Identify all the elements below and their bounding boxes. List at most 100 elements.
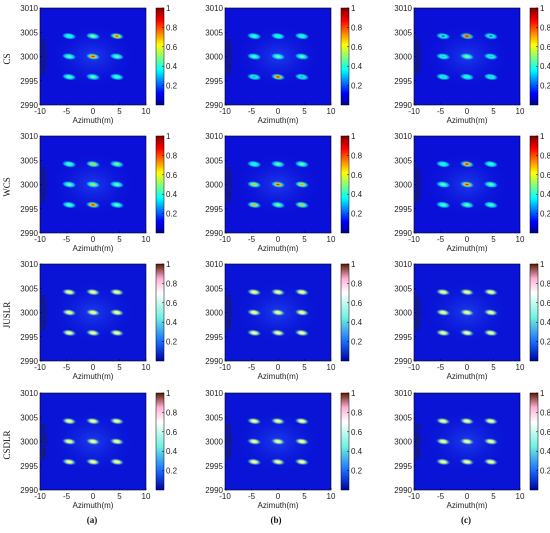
x-tick-label-5: 5	[302, 492, 307, 501]
x-axis-label: Azimuth(m)	[258, 244, 299, 253]
y-tick-label-3010: 3010	[20, 4, 38, 13]
y-tick-label-3000: 3000	[205, 53, 223, 62]
x-tick-label-m10: -10	[34, 492, 46, 501]
target-blob-4m5-2995m8	[109, 201, 125, 209]
y-tick-label-2995: 2995	[20, 77, 38, 86]
colorbar-tick-label-0m8: 0.8	[166, 408, 178, 417]
target-blob-0-2995m8	[270, 73, 286, 81]
y-tick-label-3000: 3000	[205, 309, 223, 318]
heatmap-panel-r3-c2: -10 -5 0 5 10 2990 2995 3000 3005 3010 Azimuth(m) R…	[394, 389, 550, 510]
column-label-c: (c)	[461, 515, 471, 525]
x-tick-label-0: 0	[465, 235, 470, 244]
heatmap-panel-r1-c2: -10 -5 0 5 10 2990 2995 3000 3005 3010 Azimuth(m) R…	[394, 132, 550, 253]
y-tick-label-2995: 2995	[394, 333, 412, 342]
colorbar-tick-label-0m4: 0.4	[540, 62, 550, 71]
target-blob-0-3004m2	[85, 288, 101, 296]
x-axis-label: Azimuth(m)	[447, 116, 488, 125]
heatmap-panel-r1-c0: -10 -5 0 5 10 2990 2995 3000 3005 3010 Azimuth(m) R…	[20, 132, 177, 253]
y-tick-label-2995: 2995	[205, 333, 223, 342]
x-tick-label-0: 0	[276, 235, 281, 244]
target-blob-0-3004m2	[85, 160, 101, 168]
x-tick-label-m5: -5	[63, 492, 71, 501]
colorbar-tick-label-0m6: 0.6	[166, 299, 178, 308]
colorbar-tick-label-0m6: 0.6	[351, 171, 363, 180]
y-tick-label-3005: 3005	[20, 413, 38, 422]
target-blob-4m5-3004m2	[109, 288, 125, 296]
colorbar	[155, 135, 165, 234]
colorbar	[340, 7, 350, 106]
x-tick-label-m10: -10	[219, 235, 231, 244]
target-blob-4m5-3000	[483, 308, 499, 317]
x-tick-label-10: 10	[142, 492, 151, 501]
colorbar-tick-label-0m2: 0.2	[540, 467, 550, 476]
y-tick-label-3010: 3010	[205, 4, 223, 13]
target-blob-4m5-2995m8	[483, 201, 499, 209]
y-tick-label-3000: 3000	[394, 181, 412, 190]
colorbar-tick-label-0m4: 0.4	[166, 447, 178, 456]
x-tick-label-0: 0	[91, 235, 96, 244]
x-tick-label-m10: -10	[219, 363, 231, 372]
colorbar-tick-label-0m6: 0.6	[166, 171, 178, 180]
target-blob-0-3004m2	[459, 288, 475, 296]
target-blob-m4m5-3004m2	[246, 32, 262, 40]
target-blob-4m5-3000	[483, 52, 499, 61]
colorbar-tick-label-0m4: 0.4	[540, 447, 550, 456]
target-blob-4m5-3004m2	[109, 32, 125, 40]
target-blob-0-2995m8	[85, 329, 101, 337]
heatmap-panel-r1-c1: -10 -5 0 5 10 2990 2995 3000 3005 3010 Azimuth(m) R…	[205, 132, 362, 253]
x-tick-label-m10: -10	[34, 107, 46, 116]
y-tick-label-3010: 3010	[394, 389, 412, 398]
x-tick-label-0: 0	[276, 492, 281, 501]
x-axis-label: Azimuth(m)	[447, 244, 488, 253]
target-blob-m4m5-3000	[435, 52, 451, 61]
x-tick-label-m5: -5	[248, 363, 256, 372]
target-blob-0-2995m8	[85, 458, 101, 466]
y-tick-label-3005: 3005	[394, 28, 412, 37]
y-tick-label-2990: 2990	[20, 357, 38, 366]
target-blob-4m5-3004m2	[294, 32, 310, 40]
target-blob-m4m5-3004m2	[435, 288, 451, 296]
y-tick-label-3000: 3000	[205, 181, 223, 190]
x-tick-label-0: 0	[91, 492, 96, 501]
y-axis-label: Range(m)	[413, 294, 422, 330]
y-tick-label-3005: 3005	[205, 284, 223, 293]
x-tick-label-5: 5	[117, 235, 122, 244]
x-tick-label-10: 10	[516, 363, 525, 372]
colorbar-tick-label-0m8: 0.8	[540, 23, 550, 32]
colorbar-tick-label-1: 1	[351, 4, 356, 13]
colorbar-tick-label-0m2: 0.2	[540, 82, 550, 91]
colorbar-tick-label-0m6: 0.6	[166, 43, 178, 52]
target-blob-m4m5-2995m8	[61, 201, 77, 209]
target-blob-0-2995m8	[270, 201, 286, 209]
x-axis-label: Azimuth(m)	[73, 244, 114, 253]
colorbar-tick-label-0m4: 0.4	[166, 62, 178, 71]
colorbar-tick-label-0m2: 0.2	[351, 338, 363, 347]
target-blob-m4m5-3000	[246, 52, 262, 61]
y-tick-label-3010: 3010	[394, 260, 412, 269]
colorbar-tick-label-1: 1	[351, 260, 356, 269]
x-tick-label-m5: -5	[437, 107, 445, 116]
target-blob-0-2995m8	[270, 458, 286, 466]
x-tick-label-m5: -5	[437, 235, 445, 244]
y-axis-label: Range(m)	[224, 38, 233, 74]
y-tick-label-3000: 3000	[394, 438, 412, 447]
target-blob-4m5-3004m2	[483, 160, 499, 168]
target-blob-4m5-2995m8	[294, 458, 310, 466]
colorbar-tick-label-0m4: 0.4	[351, 318, 363, 327]
x-tick-label-5: 5	[491, 235, 496, 244]
x-tick-label-10: 10	[327, 492, 336, 501]
heatmap-panel-r3-c0: -10 -5 0 5 10 2990 2995 3000 3005 3010 Azimuth(m) R…	[20, 389, 177, 510]
target-blob-m4m5-3004m2	[61, 32, 77, 40]
y-tick-label-2990: 2990	[205, 486, 223, 495]
x-tick-label-m5: -5	[248, 107, 256, 116]
target-blob-m4m5-3004m2	[246, 417, 262, 425]
target-blob-0-3000	[270, 437, 286, 446]
colorbar-tick-label-0m6: 0.6	[540, 43, 550, 52]
x-axis-label: Azimuth(m)	[73, 372, 114, 381]
colorbar	[340, 263, 350, 362]
x-tick-label-m5: -5	[248, 492, 256, 501]
colorbar	[529, 263, 539, 362]
target-blob-m4m5-3000	[246, 180, 262, 189]
x-tick-label-5: 5	[302, 363, 307, 372]
